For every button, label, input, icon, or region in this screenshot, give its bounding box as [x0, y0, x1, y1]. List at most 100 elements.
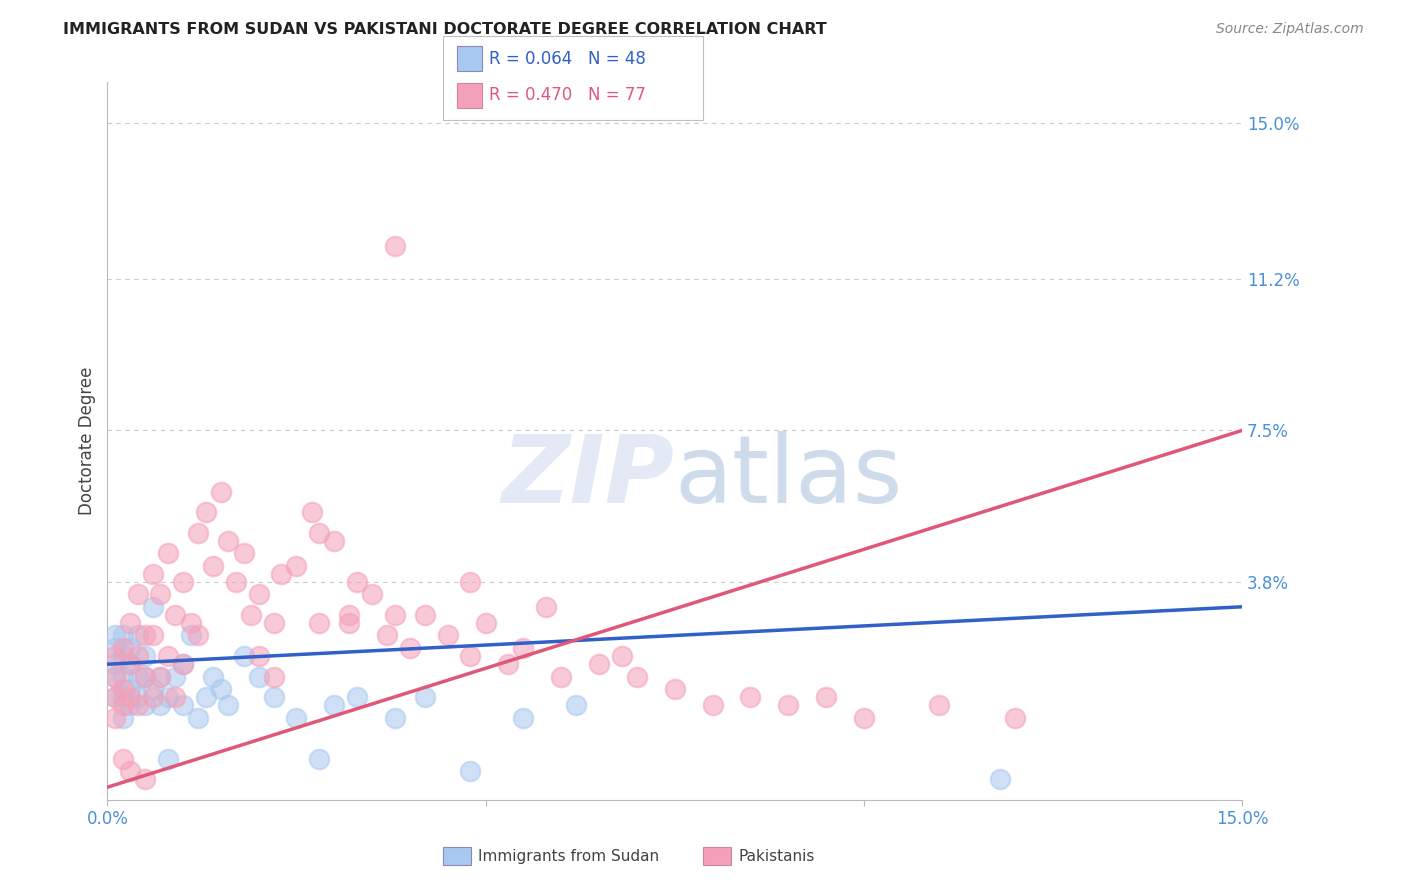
Point: [217, 698, 239, 713]
Point: [104, 628, 127, 642]
Point: [134, 628, 156, 642]
Point: [120, 616, 142, 631]
Y-axis label: Doctorate Degree: Doctorate Degree: [79, 367, 96, 515]
Point: [323, 534, 346, 549]
Point: [149, 669, 172, 683]
Point: [285, 710, 308, 724]
Point: [232, 546, 254, 560]
Point: [460, 648, 482, 663]
Point: [361, 587, 384, 601]
Point: [104, 710, 127, 724]
Point: [165, 669, 187, 683]
Point: [111, 681, 134, 696]
Point: [413, 690, 436, 704]
Point: [217, 534, 239, 549]
Point: [127, 628, 149, 642]
Point: [149, 587, 172, 601]
Point: [172, 657, 194, 672]
Point: [263, 690, 285, 704]
Point: [534, 599, 557, 614]
Point: [232, 648, 254, 663]
Point: [384, 239, 406, 253]
Point: [120, 764, 142, 778]
Point: [301, 506, 323, 520]
Point: [111, 751, 134, 765]
Point: [194, 690, 217, 704]
Point: [209, 681, 232, 696]
Point: [413, 607, 436, 622]
Point: [120, 698, 142, 713]
Point: [194, 506, 217, 520]
Point: [149, 698, 172, 713]
Point: [134, 648, 156, 663]
Text: atlas: atlas: [675, 431, 903, 523]
Point: [512, 640, 534, 655]
Point: [120, 640, 142, 655]
Point: [247, 648, 270, 663]
Point: [120, 690, 142, 704]
Point: [127, 669, 149, 683]
Point: [247, 669, 270, 683]
Point: [142, 599, 165, 614]
Point: [308, 616, 330, 631]
Point: [134, 772, 156, 786]
Point: [134, 669, 156, 683]
Point: [104, 669, 127, 683]
Point: [187, 628, 209, 642]
Point: [209, 485, 232, 500]
Point: [814, 690, 837, 704]
Point: [474, 616, 496, 631]
Point: [550, 669, 572, 683]
Point: [142, 628, 165, 642]
Point: [285, 558, 308, 573]
Point: [120, 657, 142, 672]
Point: [778, 698, 800, 713]
Text: Immigrants from Sudan: Immigrants from Sudan: [478, 849, 659, 863]
Point: [702, 698, 724, 713]
Point: [172, 698, 194, 713]
Point: [172, 657, 194, 672]
Point: [127, 587, 149, 601]
Point: [610, 648, 633, 663]
Point: [156, 751, 179, 765]
Point: [263, 669, 285, 683]
Point: [308, 526, 330, 541]
Point: [104, 648, 127, 663]
Point: [134, 698, 156, 713]
Point: [240, 607, 263, 622]
Point: [149, 669, 172, 683]
Point: [263, 616, 285, 631]
Point: [104, 640, 127, 655]
Text: ZIP: ZIP: [502, 431, 675, 523]
Point: [323, 698, 346, 713]
Point: [346, 690, 368, 704]
Text: R = 0.064   N = 48: R = 0.064 N = 48: [489, 50, 647, 68]
Point: [180, 628, 202, 642]
Point: [142, 566, 165, 581]
Point: [247, 587, 270, 601]
Point: [165, 690, 187, 704]
Point: [346, 575, 368, 590]
Point: [399, 640, 422, 655]
Point: [142, 690, 165, 704]
Point: [120, 657, 142, 672]
Point: [127, 648, 149, 663]
Point: [111, 669, 134, 683]
Point: [104, 690, 127, 704]
Point: [384, 710, 406, 724]
Point: [512, 710, 534, 724]
Point: [156, 546, 179, 560]
Point: [384, 607, 406, 622]
Point: [142, 681, 165, 696]
Point: [165, 607, 187, 622]
Point: [460, 764, 482, 778]
Point: [127, 698, 149, 713]
Point: [156, 648, 179, 663]
Text: IMMIGRANTS FROM SUDAN VS PAKISTANI DOCTORATE DEGREE CORRELATION CHART: IMMIGRANTS FROM SUDAN VS PAKISTANI DOCTO…: [63, 22, 827, 37]
Point: [187, 710, 209, 724]
Point: [187, 526, 209, 541]
Point: [127, 690, 149, 704]
Point: [1004, 710, 1026, 724]
Point: [111, 710, 134, 724]
Point: [460, 575, 482, 590]
